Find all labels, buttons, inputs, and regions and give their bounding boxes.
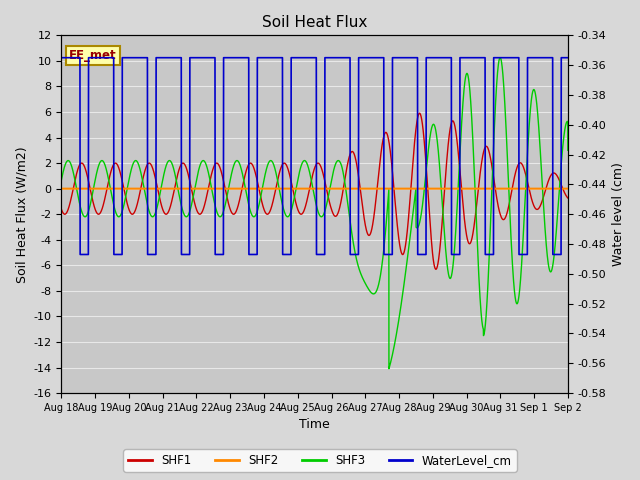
WaterLevel_cm [251, 252, 259, 257]
SHF3 [496, 55, 504, 60]
SHF1 [474, 189, 482, 195]
Y-axis label: Water level (cm): Water level (cm) [612, 162, 625, 266]
SHF1 [150, 168, 157, 173]
SHF3 [251, 214, 259, 219]
Text: EE_met: EE_met [69, 48, 116, 61]
WaterLevel_cm [436, 55, 444, 60]
SHF1 [251, 168, 259, 174]
SHF3 [362, 280, 369, 286]
SHF2 [474, 186, 482, 192]
SHF1 [58, 206, 65, 212]
WaterLevel_cm [362, 55, 369, 60]
WaterLevel_cm [76, 252, 84, 257]
WaterLevel_cm [387, 252, 395, 257]
SHF1 [436, 250, 444, 255]
SHF2 [150, 186, 157, 192]
SHF2 [58, 186, 65, 192]
Title: Soil Heat Flux: Soil Heat Flux [262, 15, 367, 30]
Legend: SHF1, SHF2, SHF3, WaterLevel_cm: SHF1, SHF2, SHF3, WaterLevel_cm [124, 449, 516, 472]
WaterLevel_cm [564, 55, 572, 60]
WaterLevel_cm [58, 55, 65, 60]
SHF2 [251, 186, 259, 192]
WaterLevel_cm [474, 55, 482, 60]
SHF2 [387, 186, 395, 192]
SHF2 [435, 186, 443, 192]
WaterLevel_cm [150, 252, 157, 257]
SHF2 [564, 186, 572, 192]
SHF3 [387, 359, 395, 364]
SHF1 [387, 153, 395, 158]
SHF3 [385, 366, 393, 372]
SHF3 [474, 253, 482, 259]
Line: WaterLevel_cm: WaterLevel_cm [61, 58, 568, 254]
SHF2 [362, 186, 369, 192]
SHF1 [416, 110, 424, 116]
Line: SHF1: SHF1 [61, 113, 568, 269]
SHF3 [564, 147, 572, 153]
SHF3 [436, 161, 444, 167]
SHF3 [150, 214, 157, 219]
SHF1 [362, 221, 369, 227]
Line: SHF3: SHF3 [61, 58, 568, 369]
SHF1 [564, 195, 572, 201]
SHF3 [58, 177, 65, 183]
Y-axis label: Soil Heat Flux (W/m2): Soil Heat Flux (W/m2) [15, 146, 28, 283]
X-axis label: Time: Time [300, 419, 330, 432]
SHF1 [432, 266, 440, 272]
